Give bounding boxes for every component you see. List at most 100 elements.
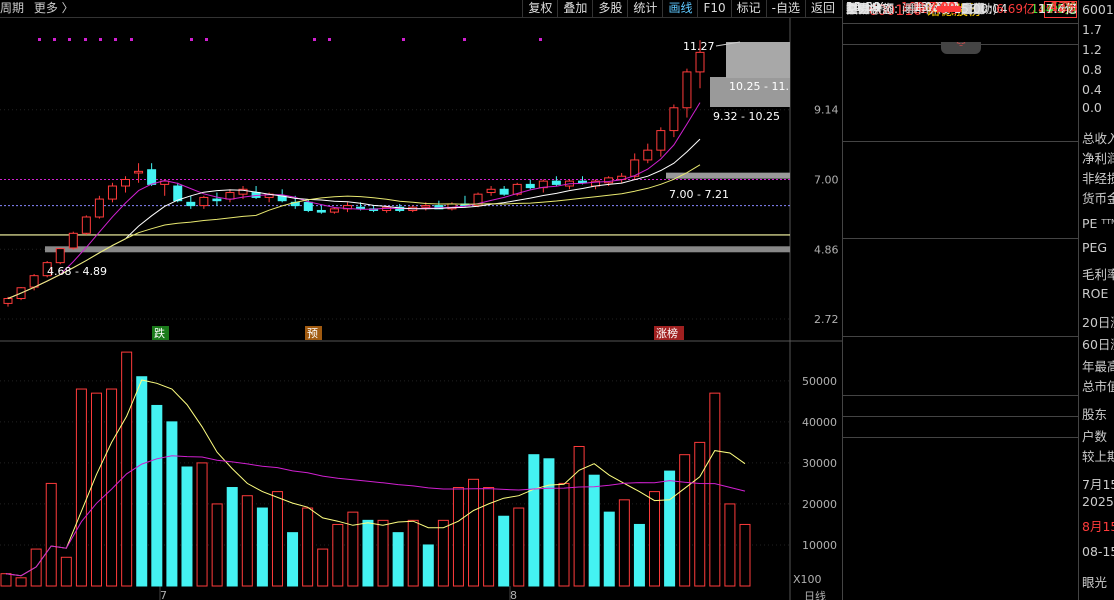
volume-bar [30,548,42,587]
candle-body [303,201,313,211]
stat2-label-2: 流通 [961,2,986,16]
volume-bar [528,454,540,587]
signal-dot [463,38,466,41]
volume-tick-label: 40000 [802,416,837,429]
volume-bar [317,548,329,587]
candle-body [329,208,339,213]
fundamental-item: 0.8 [1082,62,1102,77]
volume-tick-label: 50000 [802,375,837,388]
volume-bar [60,556,72,587]
tick-time: 14:59 [846,0,881,14]
volume-bar [558,482,570,587]
weicha-label: 委差 [961,2,986,16]
tool-button-8[interactable]: 返回 [804,0,840,17]
sell-label: 卖四 [846,2,871,16]
stat-value-2: 7.00 [1044,1,1077,18]
tick-price: 7.00 [929,0,956,14]
signal-dot [114,38,117,41]
volume-bar [302,507,314,587]
event-tag-bg [654,326,684,340]
tool-button-6[interactable]: 标记 [730,0,766,17]
candle-body [473,193,483,207]
fundamental-item: 净利润 [1082,151,1114,166]
candle-body [499,188,509,195]
quote-panel: R600110诺德股份委比100.00%委差21.3万︾卖五¥卖四卖三卖二卖一买… [842,0,1079,600]
volume-bar [739,523,751,587]
collapse-icon[interactable]: ︾ [941,42,981,54]
stat2-label-2: PE(动) [961,2,998,16]
tick-vol: -- [1060,0,1069,14]
volume-ma-40 [5,455,746,577]
candle-body [577,180,587,184]
period-button[interactable]: 周期 [0,1,25,15]
stat-label: 现价 [846,2,871,16]
tool-button-1[interactable]: 叠加 [557,0,592,17]
tick-price: 7.00 [929,0,956,14]
candle-body [55,248,65,264]
candle-body [68,232,78,249]
tick-price: 7.00 [929,0,956,14]
candle-body [225,192,235,200]
volume-bar [106,388,118,587]
tick-price: 7.00 [929,0,956,14]
fundamental-item: 0.4 [1082,82,1102,97]
fundamental-item: 股东 [1082,407,1108,422]
chart-toolbar: 周期 更多 〉 复权 叠加 多股 统计 画线 F10 标记 -自选 返回 [0,0,842,18]
price-tick-label: 4.86 [814,243,839,256]
volume-bar [664,470,676,587]
price-tick-label: 2.72 [814,313,839,326]
volume-bar [407,519,419,587]
signal-dot [38,38,41,41]
fundamental-item: 年最高 [1082,359,1114,374]
tool-buttons: 复权 叠加 多股 统计 画线 F10 标记 -自选 返回 [522,0,840,17]
range-label-1: 10.25 - 11. [729,80,789,93]
stock-code: 600110 [868,3,923,19]
more-button[interactable]: 更多 〉 [33,1,74,15]
candle-body [42,262,52,277]
signal-dot [99,38,102,41]
fundamental-item: PE ᵀᵀᴹ [1082,216,1114,231]
range-label-4: 4.68 - 4.89 [47,265,107,278]
volume-ma-5 [5,379,746,577]
tick-time: 14:59 [846,0,881,14]
candle-body [94,198,104,218]
stat-label-2: 内盘 [961,2,986,16]
stat2-value-2: -- [1068,0,1077,14]
tool-button-7[interactable]: -自选 [765,0,805,17]
stat-value-2: 134.0万 [1030,2,1077,16]
tool-button-2[interactable]: 多股 [592,0,627,17]
buy-vol: 141.3万 [1030,2,1077,16]
sell-label: 卖二 [846,2,871,16]
volume-bar [452,487,464,587]
fundamental-item: 货币金 [1082,191,1114,206]
stat-value-2: 1.09 [1050,0,1077,14]
main-flow-icon: ▤ [905,0,917,14]
kline-chart[interactable]: 9.14 7.00 4.86 2.72 50000 40000 30000 20000 1000… [0,18,842,600]
tick-price: 7.00 [929,0,956,14]
candle-body [421,205,431,208]
price-tick-label: 9.14 [814,104,839,117]
tool-button-3[interactable]: 统计 [627,0,662,17]
range-label-2: 9.32 - 10.25 [713,110,780,123]
volume-bar [287,532,299,587]
volume-bar [603,511,615,587]
volume-bar [618,499,630,587]
fundamental-item: 户数 [1082,429,1108,444]
fundamental-item: 8月15 [1082,519,1114,534]
tick-time: 14:59 [846,0,881,14]
tool-button-0[interactable]: 复权 [522,0,557,17]
support-bar-1 [45,246,790,253]
stat-value: 226.8万 [912,2,959,16]
signal-dot [205,38,208,41]
tool-button-5[interactable]: F10 [697,0,730,17]
volume-bar [513,507,525,587]
tick-price: 7.00 [929,0,956,14]
fundamental-item: 较上期 [1082,449,1114,464]
tool-button-4[interactable]: 画线 [662,0,697,17]
stat-value-2: 6.20 [1050,0,1077,14]
stat-label-2: 最低 [961,2,986,16]
volume-bar [332,523,344,587]
fundamental-item: 总收入 [1082,131,1114,146]
volume-bar [347,511,359,587]
r-badge: R [861,6,867,15]
